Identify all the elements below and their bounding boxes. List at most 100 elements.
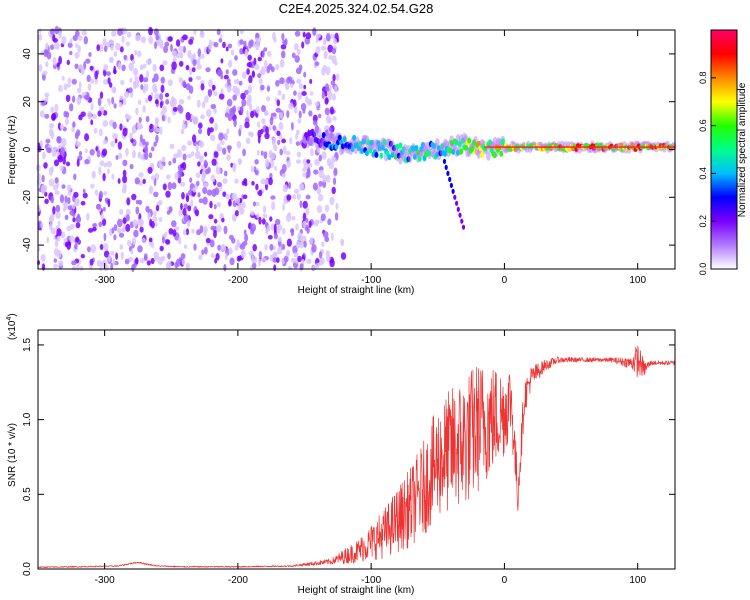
y-tick-label: -40 bbox=[22, 237, 33, 252]
spectrogram-noise-blob bbox=[275, 107, 281, 113]
spectrogram-noise-blob bbox=[225, 69, 229, 75]
spectrogram-noise-blob bbox=[280, 44, 287, 50]
spectrogram-noise-blob bbox=[255, 183, 259, 191]
spectrogram-noise-blob bbox=[273, 251, 278, 257]
spectrogram-noise-blob bbox=[325, 32, 331, 42]
spectrogram-noise-blob bbox=[236, 255, 241, 262]
spectrogram-noise-blob bbox=[172, 106, 178, 112]
spectrogram-noise-blob bbox=[328, 117, 332, 124]
spectrogram-noise-blob bbox=[166, 174, 171, 180]
spectrogram-noise-blob bbox=[219, 140, 225, 146]
spectrogram-noise-blob bbox=[291, 52, 296, 59]
spectrogram-signal-blob bbox=[500, 138, 505, 145]
spectrogram-noise-blob bbox=[92, 226, 97, 232]
spectrogram-noise-blob bbox=[56, 42, 60, 50]
spectrogram-noise-blob bbox=[249, 103, 253, 111]
spectrogram-noise-blob bbox=[257, 121, 261, 128]
spectrogram-noise-blob bbox=[272, 257, 278, 263]
spectrogram-signal-blob bbox=[364, 150, 369, 157]
spectrogram-noise-blob bbox=[326, 158, 332, 166]
spectrogram-noise-blob bbox=[299, 200, 303, 208]
spectrogram-noise-blob bbox=[263, 151, 268, 160]
spectrogram-noise-blob bbox=[130, 54, 134, 61]
spectrogram-noise-blob bbox=[200, 80, 205, 85]
spectrogram-noise-blob bbox=[272, 32, 276, 40]
spectrogram-noise-blob bbox=[54, 177, 59, 184]
spectrogram-noise-blob bbox=[330, 232, 334, 241]
spectrogram-noise-blob bbox=[335, 73, 340, 81]
spectrogram-noise-blob bbox=[314, 102, 320, 107]
spectrogram-noise-blob bbox=[147, 166, 153, 174]
spectrogram-noise-blob bbox=[52, 34, 56, 42]
spectrogram-noise-blob bbox=[137, 121, 142, 130]
spectrogram-noise-blob bbox=[58, 84, 63, 93]
y-tick-label: -20 bbox=[22, 190, 33, 205]
spectrogram-noise-blob bbox=[129, 163, 134, 170]
spectrogram-noise-blob bbox=[212, 84, 216, 91]
spectrogram-noise-blob bbox=[57, 155, 63, 161]
spectrogram-noise-blob bbox=[312, 265, 317, 271]
spectrogram-noise-blob bbox=[103, 162, 107, 168]
spectrogram-noise-blob bbox=[210, 103, 217, 110]
spectrogram-signal-tail bbox=[449, 182, 453, 188]
spectrogram-noise-blob bbox=[239, 243, 246, 250]
spectrogram-noise-blob bbox=[51, 148, 57, 158]
spectrogram-noise-blob bbox=[292, 194, 297, 200]
spectrogram-noise-blob bbox=[162, 105, 168, 114]
spectrogram-noise-blob bbox=[254, 42, 260, 51]
spectrogram-noise-blob bbox=[74, 201, 80, 207]
spectrogram-noise-blob bbox=[71, 260, 77, 266]
spectrogram-noise-blob bbox=[196, 99, 201, 108]
spectrogram-noise-blob bbox=[196, 229, 202, 236]
spectrogram-noise-blob bbox=[226, 98, 233, 107]
spectrogram-noise-blob bbox=[126, 197, 131, 206]
spectrogram-noise-blob bbox=[94, 78, 98, 85]
spectrogram-noise-blob bbox=[216, 181, 222, 188]
spectrogram-noise-blob bbox=[119, 95, 124, 101]
spectrogram-noise-blob bbox=[192, 134, 197, 143]
spectrogram-noise-blob bbox=[120, 251, 124, 260]
spectrogram-noise-blob bbox=[239, 48, 244, 55]
spectrogram-noise-blob bbox=[106, 160, 112, 168]
spectrogram-noise-blob bbox=[133, 79, 140, 88]
spectrogram-noise-blob bbox=[118, 101, 123, 108]
spectrogram-noise-blob bbox=[87, 110, 92, 120]
spectrogram-noise-blob bbox=[190, 151, 195, 157]
spectrogram-noise-blob bbox=[208, 214, 214, 220]
spectrogram-noise-blob bbox=[213, 151, 219, 158]
spectrogram-noise-blob bbox=[250, 110, 255, 119]
spectrogram-noise-blob bbox=[67, 77, 72, 84]
spectrogram-noise-blob bbox=[139, 257, 145, 264]
spectrogram-noise-blob bbox=[285, 150, 291, 156]
spectrogram-noise-blob bbox=[93, 127, 98, 134]
spectrogram-noise-blob bbox=[185, 111, 191, 121]
spectrogram-noise-blob bbox=[303, 240, 307, 248]
spectrogram-noise-blob bbox=[152, 63, 157, 72]
spectrogram-signal-tail bbox=[456, 206, 460, 212]
spectrogram-noise-blob bbox=[230, 107, 236, 116]
colorbar-tick-label: 0.4 bbox=[698, 167, 708, 180]
spectrogram-noise-blob bbox=[128, 87, 133, 93]
spectrogram-noise-blob bbox=[329, 33, 335, 39]
spectrogram-noise-blob bbox=[213, 42, 219, 48]
spectrogram-noise-blob bbox=[40, 254, 46, 262]
spectrogram-noise-blob bbox=[165, 239, 171, 245]
spectrogram-noise-blob bbox=[209, 239, 215, 248]
spectrogram-noise-blob bbox=[40, 184, 47, 194]
spectrogram-noise-blob bbox=[65, 161, 71, 167]
spectrogram-noise-blob bbox=[103, 64, 109, 71]
spectrogram-noise-blob bbox=[102, 120, 109, 127]
spectrogram-noise-blob bbox=[167, 181, 173, 191]
spectrogram-noise-blob bbox=[146, 58, 152, 66]
spectrogram-noise-blob bbox=[270, 152, 275, 160]
spectrogram-noise-blob bbox=[195, 172, 201, 179]
y-tick-label: 0.0 bbox=[22, 562, 33, 576]
spectrogram-noise-blob bbox=[316, 205, 323, 214]
spectrogram-noise-blob bbox=[46, 147, 52, 154]
spectrogram-noise-blob bbox=[108, 253, 111, 263]
spectrogram-signal-tail bbox=[451, 188, 455, 194]
spectrogram-noise-blob bbox=[182, 123, 187, 130]
spectrogram-noise-blob bbox=[273, 264, 277, 272]
spectrogram-noise-blob bbox=[197, 48, 202, 57]
